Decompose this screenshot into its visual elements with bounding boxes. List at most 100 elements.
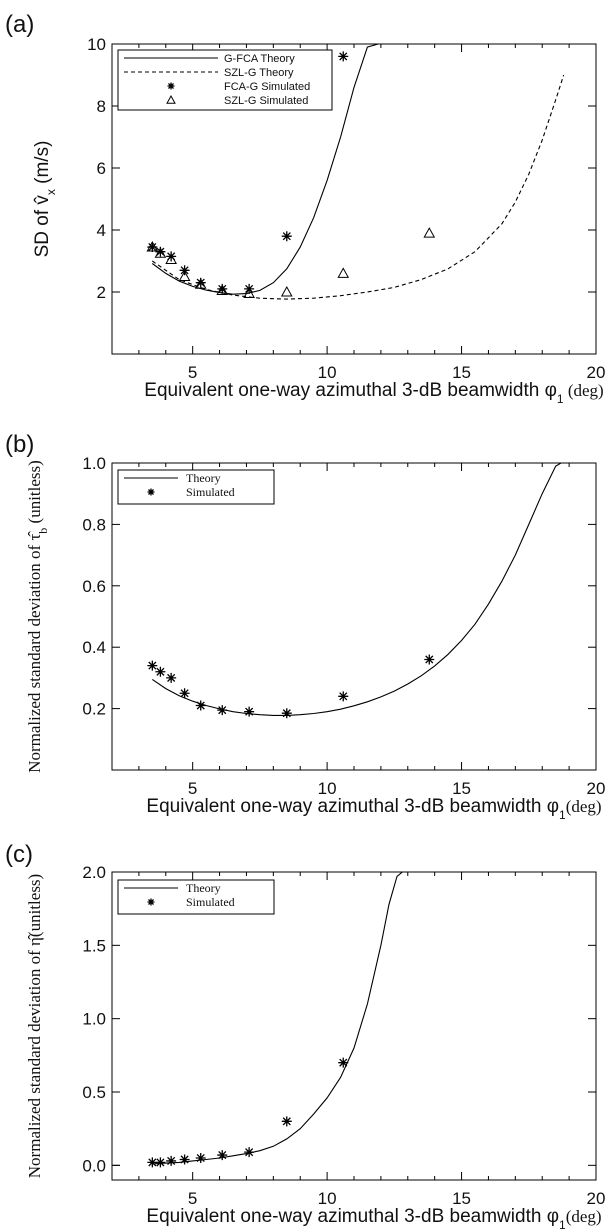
data-point-asterisk [195, 700, 206, 711]
x-axis-label: Equivalent one-way azimuthal 3-dB beamwi… [146, 1206, 601, 1232]
data-point-asterisk-shape [338, 1057, 349, 1068]
y-axis-label-main: Normalized standard deviation of η̂ [25, 934, 44, 1178]
x-tick-label: 5 [188, 363, 197, 382]
legend-asterisk-icon-shape [167, 82, 175, 90]
legend-label: FCA-G Simulated [224, 81, 310, 93]
x-axis-label-unit: (deg) [566, 797, 602, 816]
data-point-asterisk-shape [244, 1147, 255, 1158]
y-axis-label-main: Normalized standard deviation of τ̂ [25, 531, 44, 773]
data-point-asterisk-shape [147, 1157, 158, 1168]
data-point-asterisk-shape [281, 231, 292, 242]
data-point-asterisk [166, 1155, 177, 1166]
y-tick-label: 0.4 [82, 638, 106, 657]
data-point-asterisk [179, 688, 190, 699]
legend-asterisk-icon-shape [147, 898, 155, 906]
data-point-asterisk [217, 1150, 228, 1161]
legend-label: Theory [186, 471, 221, 485]
data-point-triangle [423, 227, 436, 238]
x-tick-label: 5 [188, 1189, 197, 1208]
data-point-asterisk [179, 1154, 190, 1165]
plot-frame [111, 871, 597, 1181]
y-tick-label: 0.8 [82, 515, 106, 534]
data-point-asterisk [217, 705, 228, 716]
data-point-asterisk [281, 231, 292, 242]
data-point-asterisk [281, 708, 292, 719]
data-point-triangle [280, 285, 293, 297]
data-point-asterisk [195, 277, 206, 288]
legend-box [117, 469, 275, 505]
x-tick-label: 15 [452, 1189, 471, 1208]
data-point-asterisk [281, 1116, 292, 1127]
y-tick-label: 6 [97, 159, 106, 178]
chart-panel-3: (c) 5 10 15 20 0.0 0.5 1.0 1.5 2.0 Equivalent one-… [5, 841, 605, 1232]
x-axis-label-sub: 1 [559, 808, 566, 822]
data-point-asterisk [244, 706, 255, 717]
y-tick-label: 2.0 [82, 863, 106, 882]
y-tick-label: 0.5 [82, 1083, 106, 1102]
legend-box [117, 879, 275, 915]
y-tick-label: 8 [97, 97, 106, 116]
data-point-asterisk [338, 691, 349, 702]
y-axis-label: SD of v̂x (m/s) [32, 141, 58, 258]
data-point-asterisk [155, 246, 166, 257]
data-point-asterisk-shape [217, 283, 228, 294]
y-axis-label: Normalized standard deviation of η̂(unit… [25, 874, 44, 1178]
y-axis-label-sub: x [44, 189, 58, 195]
data-point-asterisk-shape [166, 251, 177, 262]
legend-asterisk-icon [147, 898, 155, 906]
x-axis-label-unit: (deg) [566, 1207, 602, 1226]
legend-label: SZL-G Simulated [224, 95, 308, 107]
data-point-triangle [178, 270, 191, 281]
data-point-asterisk-shape [166, 1155, 177, 1166]
x-axis-label: Equivalent one-way azimuthal 3-dB beamwi… [144, 380, 603, 406]
data-point-asterisk [166, 672, 177, 683]
data-point-asterisk [244, 1147, 255, 1158]
y-tick-label: 0.0 [82, 1156, 106, 1175]
x-axis-label: Equivalent one-way azimuthal 3-dB beamwi… [146, 796, 601, 822]
data-point-asterisk [217, 283, 228, 294]
series-line-1 [151, 44, 379, 295]
data-point-triangle [243, 287, 255, 299]
panel-label: (b) [5, 431, 34, 458]
data-point-asterisk [155, 1157, 166, 1168]
data-point-triangle [146, 241, 159, 252]
data-point-asterisk-shape [195, 700, 206, 711]
data-point-asterisk-shape [217, 705, 228, 716]
legend-label: SZL-G Theory [224, 67, 294, 79]
data-point-asterisk-shape [147, 242, 158, 253]
legend-label: Theory [186, 881, 221, 895]
x-axis-label-main: Equivalent one-way azimuthal 3-dB beamwi… [144, 380, 557, 401]
plot-frame [111, 462, 597, 771]
data-point-asterisk [147, 242, 158, 253]
data-point-triangle [216, 284, 229, 295]
x-tick-label: 10 [318, 363, 337, 382]
y-tick-label: 10 [87, 35, 106, 54]
data-point-asterisk-shape [166, 672, 177, 683]
legend-triangle-icon [166, 94, 176, 104]
data-point-asterisk [147, 660, 158, 671]
x-axis-label-unit: (deg) [564, 381, 604, 400]
x-tick-label: 20 [587, 779, 606, 798]
legend-label: Simulated [186, 485, 235, 499]
y-axis-label-main: SD of v̂ [32, 195, 53, 258]
data-point-triangle [154, 247, 167, 258]
series-line-2 [151, 74, 565, 300]
y-axis-label-unit: (unitless) [25, 460, 44, 528]
y-tick-label: 1.0 [82, 454, 106, 473]
legend-asterisk-icon [147, 488, 155, 496]
y-tick-label: 2 [97, 283, 106, 302]
data-point-asterisk [424, 654, 435, 665]
data-point-asterisk-shape [155, 246, 166, 257]
legend-asterisk-icon [167, 82, 175, 90]
x-tick-label: 5 [188, 779, 197, 798]
data-point-asterisk-shape [195, 1153, 206, 1163]
data-point-asterisk-shape [281, 1116, 292, 1127]
x-tick-label: 15 [452, 363, 471, 382]
x-tick-label: 20 [587, 1189, 606, 1208]
data-point-asterisk-shape [179, 265, 190, 276]
data-point-asterisk-shape [424, 654, 435, 665]
